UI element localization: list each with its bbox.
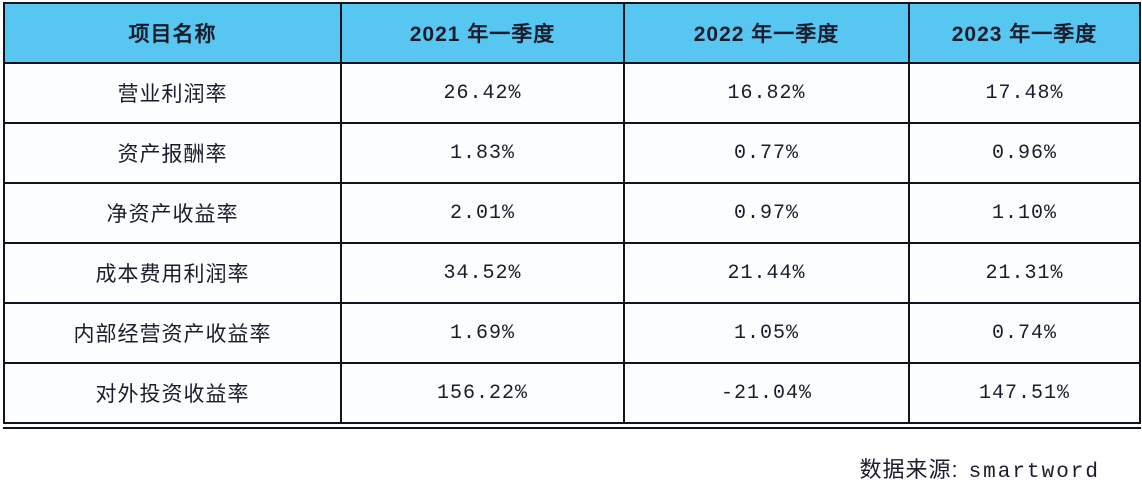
cell-value: 1.83% [340,122,625,184]
data-source-label: 数据来源: [859,457,959,482]
cell-value: 0.96% [908,122,1141,184]
row-label: 成本费用利润率 [3,242,342,304]
cell-value: 17.48% [908,62,1141,124]
cell-value: 0.74% [908,302,1141,364]
table-row: 内部经营资产收益率 1.69% 1.05% 0.74% [3,302,1141,364]
cell-value: 0.77% [623,122,910,184]
table-row: 净资产收益率 2.01% 0.97% 1.10% [3,182,1141,244]
row-label: 净资产收益率 [3,182,342,244]
header-row: 项目名称 2021 年一季度 2022 年一季度 2023 年一季度 [3,2,1141,64]
cell-value: 156.22% [340,362,625,429]
row-label: 对外投资收益率 [3,362,342,429]
table-row: 资产报酬率 1.83% 0.77% 0.96% [3,122,1141,184]
cell-value: 1.10% [908,182,1141,244]
cell-value: 0.97% [623,182,910,244]
col-header-item-name: 项目名称 [3,2,342,64]
col-header-period: 2023 年一季度 [908,2,1141,64]
row-label: 内部经营资产收益率 [3,302,342,364]
cell-value: 1.69% [340,302,625,364]
table-body: 营业利润率 26.42% 16.82% 17.48% 资产报酬率 1.83% 0.77% 0.… [3,62,1141,429]
cell-value: -21.04% [623,362,910,429]
cell-value: 21.31% [908,242,1141,304]
cell-value: 26.42% [340,62,625,124]
table-row: 成本费用利润率 34.52% 21.44% 21.31% [3,242,1141,304]
cell-value: 34.52% [340,242,625,304]
col-header-period: 2022 年一季度 [623,2,910,64]
col-header-period: 2021 年一季度 [340,2,625,64]
financial-ratio-table: 项目名称 2021 年一季度 2022 年一季度 2023 年一季度 营业利润率 26.… [3,2,1141,429]
table-row: 营业利润率 26.42% 16.82% 17.48% [3,62,1141,124]
row-label: 资产报酬率 [3,122,342,184]
cell-value: 21.44% [623,242,910,304]
cell-value: 16.82% [623,62,910,124]
row-label: 营业利润率 [3,62,342,124]
data-source-value: smartword [968,461,1100,484]
cell-value: 1.05% [623,302,910,364]
cell-value: 147.51% [908,362,1141,429]
cell-value: 2.01% [340,182,625,244]
table-row: 对外投资收益率 156.22% -21.04% 147.51% [3,362,1141,429]
table-header: 项目名称 2021 年一季度 2022 年一季度 2023 年一季度 [3,2,1141,64]
data-source: 数据来源: smartword [859,452,1100,484]
